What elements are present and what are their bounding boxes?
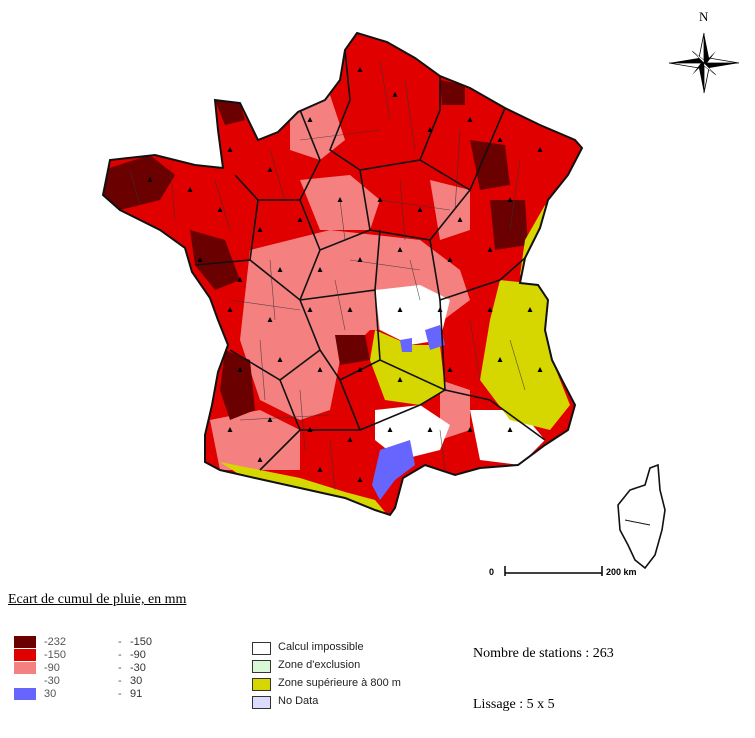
station-marker-icon: [257, 457, 263, 462]
station-marker-icon: [227, 147, 233, 152]
zone-darkred-vosges: [490, 200, 528, 250]
zone-pink-north: [290, 95, 345, 160]
station-marker-icon: [527, 307, 533, 312]
station-marker-icon: [277, 357, 283, 362]
zone-darkred-cotentin: [215, 100, 245, 125]
station-marker-icon: [357, 257, 363, 262]
station-marker-icon: [267, 167, 273, 172]
station-marker-icon: [457, 217, 463, 222]
station-marker-icon: [257, 227, 263, 232]
zone-darkred-landes: [220, 350, 255, 420]
legend-to: 91: [130, 688, 143, 700]
station-marker-icon: [357, 367, 363, 372]
station-marker-icon: [307, 307, 313, 312]
station-marker-icon: [497, 137, 503, 142]
station-marker-icon: [447, 257, 453, 262]
legend-swatch: [14, 636, 36, 648]
legend-to: -30: [130, 662, 146, 674]
legend-swatch: [14, 662, 36, 674]
station-marker-icon: [537, 367, 543, 372]
legend-swatch: [14, 649, 36, 661]
station-marker-icon: [227, 427, 233, 432]
zone-darkred-ardennes: [440, 80, 465, 105]
zone-yellow-massif: [370, 330, 445, 405]
zone-blue-cevennes: [425, 325, 445, 350]
france-mainland: [101, 31, 584, 517]
station-marker-icon: [317, 467, 323, 472]
stations-count: Nombre de stations : 263: [473, 646, 614, 661]
legend-swatch: [14, 675, 36, 687]
station-marker-icon: [197, 257, 203, 262]
station-marker-icon: [347, 437, 353, 442]
smoothing-info: Lissage : 5 x 5: [473, 697, 555, 712]
scale-bar: 0 200 km: [489, 566, 637, 577]
station-marker-icon: [507, 197, 513, 202]
station-marker-icon: [392, 92, 398, 97]
station-marker-icon: [537, 147, 543, 152]
station-marker-icon: [397, 247, 403, 252]
station-marker-icon: [357, 477, 363, 482]
station-marker-icon: [397, 307, 403, 312]
station-marker-icon: [337, 197, 343, 202]
station-marker-icon: [397, 377, 403, 382]
zone-pink-south: [210, 410, 300, 470]
legend-from: 30: [44, 688, 57, 700]
station-marker-icon: [237, 367, 243, 372]
station-marker-icon: [467, 427, 473, 432]
zone-pink-center: [240, 230, 470, 420]
legend-title: Ecart de cumul de pluie, en mm: [8, 592, 187, 607]
zone-darkred-brittany: [103, 155, 175, 210]
station-marker-icon: [357, 67, 363, 72]
station-marker-icon: [377, 197, 383, 202]
legend-to: 30: [130, 675, 143, 687]
station-marker-icon: [267, 317, 273, 322]
legend-from: -30: [44, 675, 60, 687]
department-boundaries: [129, 59, 526, 491]
station-marker-icon: [277, 267, 283, 272]
station-marker-icon: [317, 367, 323, 372]
station-marker-icon: [487, 307, 493, 312]
north-label: N: [699, 9, 709, 24]
zone-pink-mid: [300, 175, 380, 230]
station-marker-icon: [347, 307, 353, 312]
legend-from: -232: [44, 636, 67, 648]
station-marker-icon: [217, 207, 223, 212]
station-marker-icon: [427, 127, 433, 132]
station-marker-icon: [447, 367, 453, 372]
station-marker-icon: [307, 117, 313, 122]
station-marker-icon: [467, 117, 473, 122]
legend-from: -90: [44, 662, 60, 674]
zone-darkred-limousin: [335, 335, 370, 365]
weather-stations: [147, 67, 543, 482]
station-marker-icon: [187, 187, 193, 192]
legend-swatch: [14, 688, 36, 700]
corsica: [617, 463, 666, 570]
compass-rose-icon: N: [668, 9, 740, 94]
legend-to: -150: [130, 636, 153, 648]
station-marker-icon: [227, 307, 233, 312]
station-marker-icon: [297, 217, 303, 222]
station-marker-icon: [267, 417, 273, 422]
station-marker-icon: [307, 427, 313, 432]
station-marker-icon: [437, 307, 443, 312]
scale-start-label: 0: [489, 567, 494, 577]
legend-to: -90: [130, 649, 146, 661]
station-marker-icon: [317, 267, 323, 272]
station-marker-icon: [417, 207, 423, 212]
scale-end-label: 200 km: [606, 567, 637, 577]
station-marker-icon: [487, 247, 493, 252]
station-marker-icon: [497, 357, 503, 362]
region-boundaries: [194, 49, 546, 471]
station-marker-icon: [507, 427, 513, 432]
zone-darkred-vendee: [190, 230, 240, 290]
station-marker-icon: [387, 427, 393, 432]
zone-blue-auvergne: [400, 338, 412, 352]
station-marker-icon: [427, 427, 433, 432]
station-marker-icon: [237, 277, 243, 282]
zone-blue-herault: [372, 440, 415, 500]
legend-from: -150: [44, 649, 67, 661]
station-marker-icon: [147, 177, 153, 182]
zone-darkred-lorraine: [470, 140, 510, 190]
